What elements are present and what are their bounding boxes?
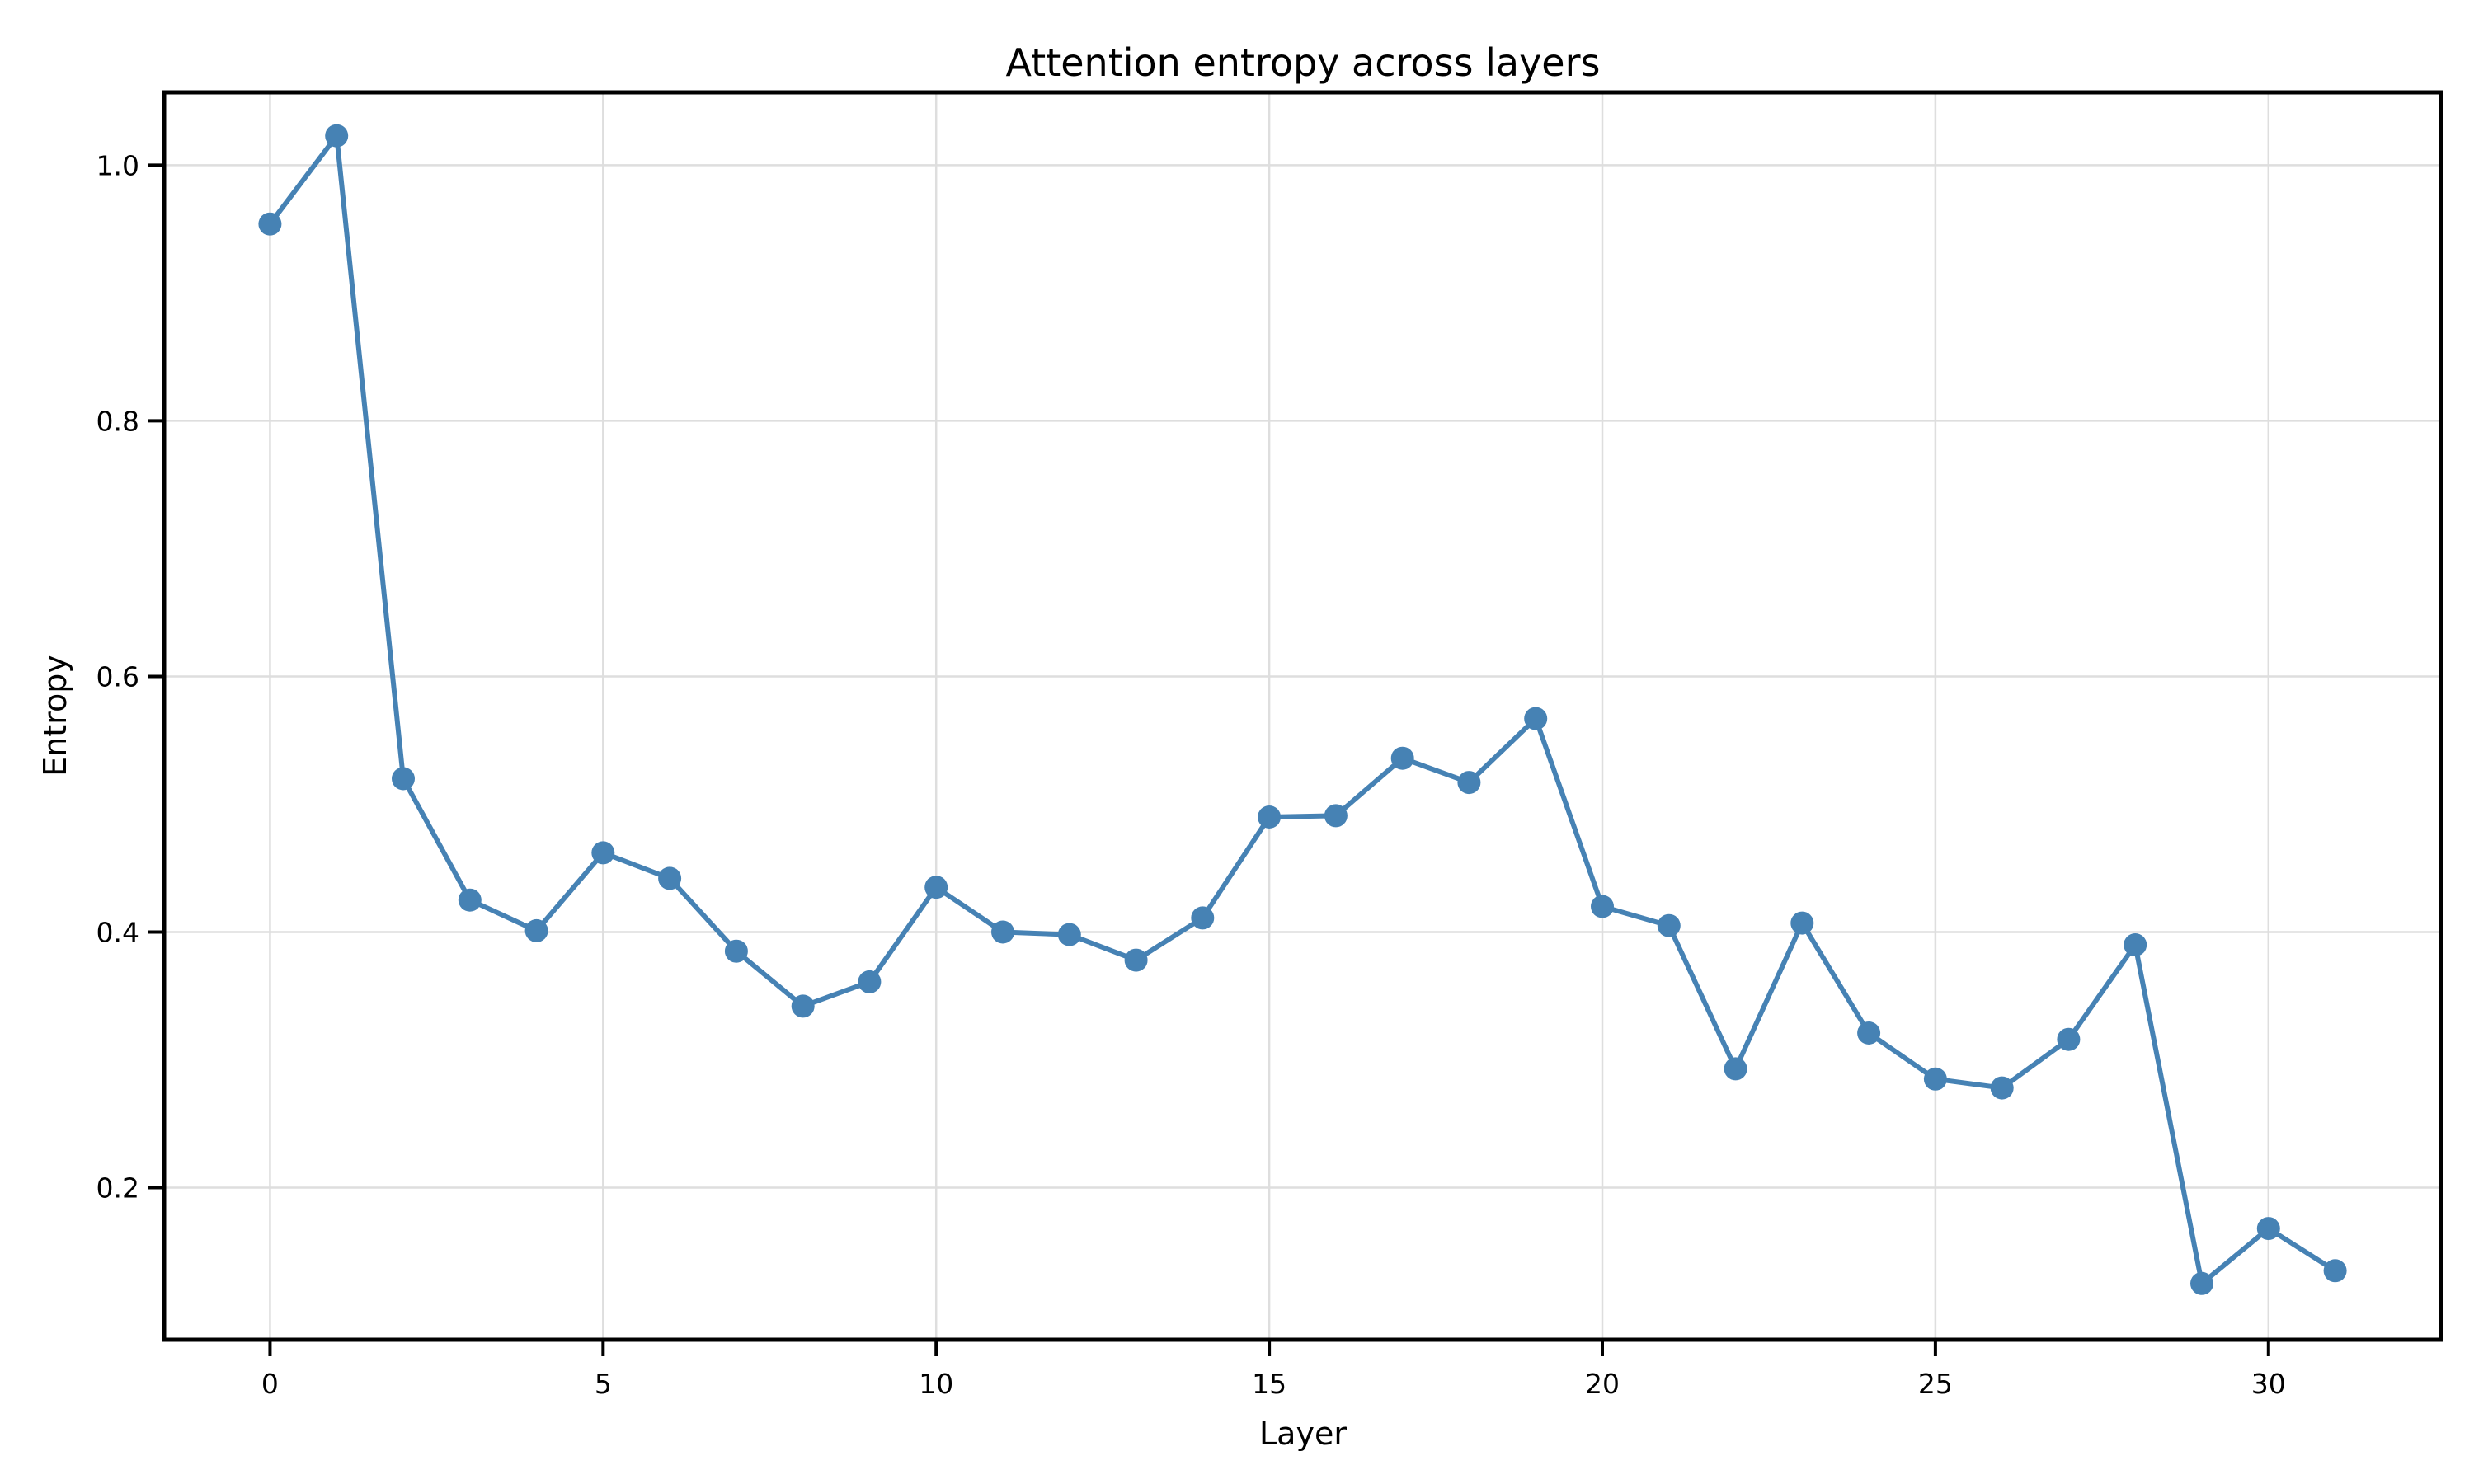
y-tick-label: 1.0: [96, 149, 139, 181]
data-point: [658, 866, 682, 890]
data-point: [392, 767, 415, 791]
y-tick-label: 0.4: [96, 916, 139, 948]
gridlines-group: [164, 92, 2441, 1340]
data-point: [1524, 707, 1548, 730]
data-point: [2190, 1271, 2213, 1295]
entropy-line: [267, 133, 2338, 1286]
x-axis-label: Layer: [1259, 1416, 1347, 1452]
data-point: [1258, 805, 1282, 829]
data-point: [1990, 1076, 2014, 1100]
data-point: [991, 920, 1014, 944]
data-point: [2124, 933, 2147, 956]
data-point: [924, 876, 948, 899]
data-point: [2256, 1217, 2280, 1241]
data-point: [1857, 1021, 1881, 1045]
data-point: [325, 124, 349, 148]
data-point: [858, 970, 882, 993]
data-point: [2057, 1027, 2081, 1051]
y-tick-label: 0.2: [96, 1172, 139, 1205]
y-tick-label: 0.6: [96, 660, 139, 693]
x-tick-label: 5: [595, 1368, 612, 1400]
data-point: [1191, 906, 1215, 930]
axis-ticks-group: [148, 163, 2270, 1356]
data-point: [1657, 913, 1681, 937]
data-point: [1324, 804, 1348, 828]
data-point: [458, 888, 482, 912]
x-tick-label: 30: [2251, 1368, 2286, 1400]
data-point: [1057, 923, 1081, 946]
x-tick-label: 0: [261, 1368, 279, 1400]
x-tick-label: 20: [1585, 1368, 1620, 1400]
data-point: [258, 212, 282, 236]
axes-frame-group: [162, 90, 2443, 1342]
data-point: [1390, 746, 1414, 770]
data-point: [1724, 1057, 1747, 1081]
data-point: [724, 939, 748, 963]
data-point: [1457, 771, 1481, 795]
chart-title: Attention entropy across layers: [1006, 40, 1601, 85]
x-tick-label: 15: [1252, 1368, 1286, 1400]
x-tick-label: 25: [1918, 1368, 1953, 1400]
data-point: [1923, 1067, 1947, 1091]
data-point: [1591, 895, 1614, 918]
data-point: [1124, 948, 1148, 972]
data-point: [591, 841, 615, 865]
plot-frame: [162, 90, 2443, 1342]
data-point: [1790, 911, 1814, 935]
y-axis-label: Entropy: [37, 655, 73, 777]
y-tick-label: 0.8: [96, 405, 139, 437]
tick-labels-group: 0 5 10 15 20 25 30 0.2 0.4 0.6 0.8 1.0: [96, 149, 2286, 1400]
data-series-group: [258, 124, 2347, 1295]
data-point: [791, 994, 815, 1018]
data-point: [2323, 1259, 2347, 1283]
x-tick-label: 10: [919, 1368, 953, 1400]
data-point: [524, 918, 548, 942]
